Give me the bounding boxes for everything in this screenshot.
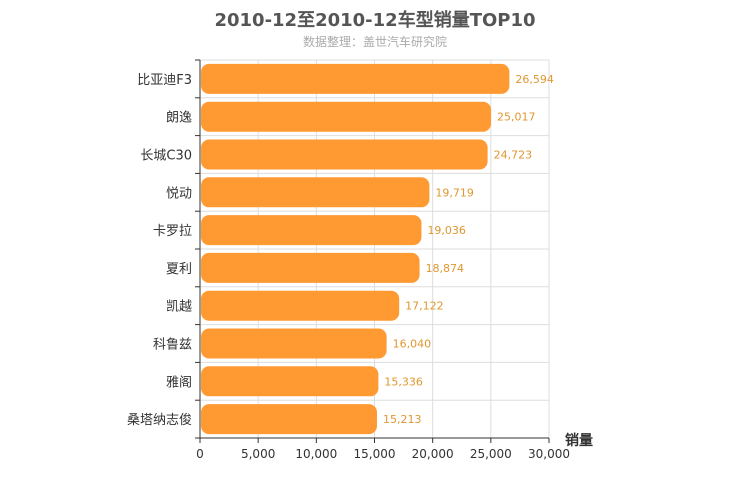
value-label: 18,874	[426, 262, 465, 275]
category-label: 科鲁兹	[153, 338, 192, 353]
value-label: 15,336	[384, 375, 423, 388]
x-axis-title: 销量	[565, 432, 593, 449]
category-label: 桑塔纳志俊	[127, 413, 192, 428]
bar	[201, 215, 422, 246]
category-label: 朗逸	[166, 111, 192, 126]
value-label: 24,723	[494, 149, 533, 162]
value-label: 19,036	[427, 224, 466, 237]
bar	[201, 63, 510, 94]
bar	[201, 252, 420, 283]
x-tick-label: 0	[196, 447, 204, 461]
bar	[201, 139, 488, 170]
bar	[201, 177, 430, 208]
bar	[201, 328, 387, 359]
category-label: 夏利	[166, 262, 192, 277]
x-tick-label: 30,000	[528, 447, 570, 461]
x-tick-label: 10,000	[295, 447, 337, 461]
x-tick-label: 15,000	[354, 447, 396, 461]
value-label: 26,594	[515, 73, 554, 86]
bar	[201, 290, 400, 321]
value-label: 16,040	[393, 338, 432, 351]
bar	[201, 404, 377, 435]
x-tick-label: 5,000	[241, 447, 275, 461]
chart-title: 2010-12至2010-12车型销量TOP10	[214, 10, 536, 31]
category-label: 悦动	[166, 186, 192, 201]
bar	[201, 366, 379, 397]
category-label: 比亚迪F3	[137, 73, 192, 88]
value-label: 17,122	[405, 300, 444, 313]
x-tick-label: 20,000	[412, 447, 454, 461]
category-label: 卡罗拉	[153, 224, 192, 239]
chart-subtitle: 数据整理：盖世汽车研究院	[302, 35, 447, 49]
value-label: 19,719	[435, 186, 474, 199]
category-label: 长城C30	[140, 149, 192, 164]
category-label: 凯越	[166, 300, 192, 315]
category-label: 雅阁	[166, 375, 192, 390]
value-label: 25,017	[497, 111, 536, 124]
x-tick-label: 25,000	[470, 447, 512, 461]
bar	[201, 101, 492, 132]
value-label: 15,213	[383, 413, 422, 426]
